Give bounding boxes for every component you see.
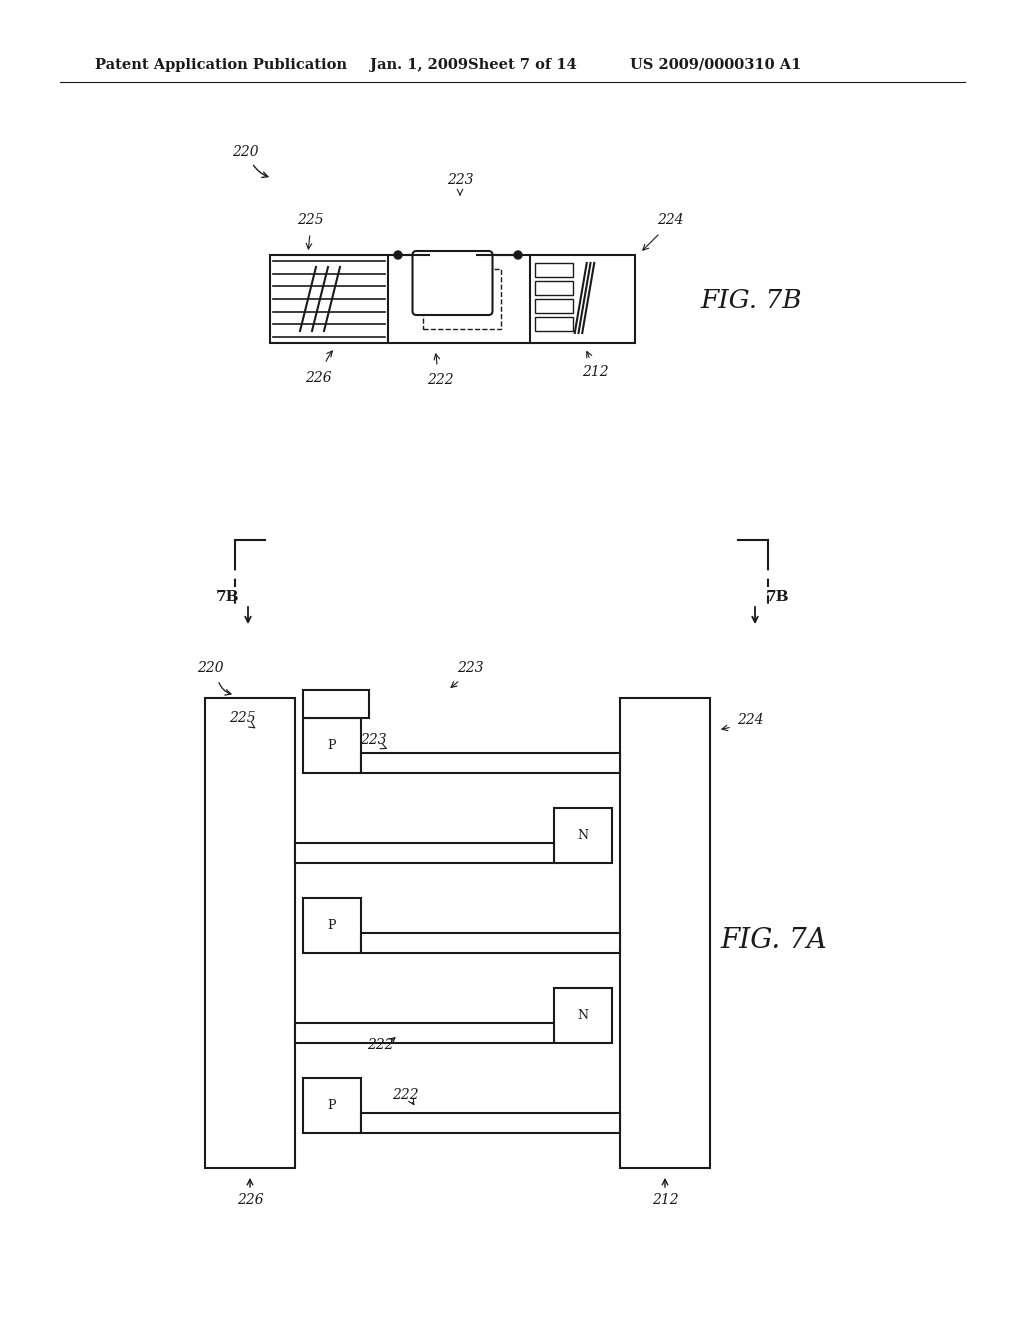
Text: P: P bbox=[328, 919, 336, 932]
Text: Sheet 7 of 14: Sheet 7 of 14 bbox=[468, 58, 577, 73]
Bar bbox=[554, 987, 612, 1043]
Bar bbox=[361, 933, 620, 953]
Text: N: N bbox=[578, 1008, 589, 1022]
Text: 7B: 7B bbox=[216, 590, 240, 605]
Bar bbox=[295, 1023, 554, 1043]
Bar bbox=[535, 300, 573, 313]
Text: P: P bbox=[328, 1100, 336, 1111]
Bar bbox=[361, 1113, 620, 1133]
FancyBboxPatch shape bbox=[413, 251, 493, 315]
Text: 226: 226 bbox=[237, 1193, 263, 1206]
Bar bbox=[303, 1078, 361, 1133]
Bar bbox=[270, 255, 635, 343]
Text: 222: 222 bbox=[367, 1038, 393, 1052]
Text: 223: 223 bbox=[457, 661, 483, 675]
Bar bbox=[423, 269, 501, 329]
Text: FIG. 7B: FIG. 7B bbox=[700, 288, 802, 313]
Text: 220: 220 bbox=[231, 145, 258, 158]
Bar bbox=[303, 690, 369, 718]
Bar bbox=[620, 698, 710, 1168]
Bar bbox=[535, 263, 573, 277]
Text: 224: 224 bbox=[656, 213, 683, 227]
Text: 223: 223 bbox=[359, 733, 386, 747]
Text: FIG. 7A: FIG. 7A bbox=[720, 927, 826, 953]
Bar bbox=[303, 898, 361, 953]
Text: 226: 226 bbox=[305, 371, 332, 385]
Bar bbox=[295, 843, 554, 863]
Text: 222: 222 bbox=[392, 1088, 419, 1102]
Text: 212: 212 bbox=[582, 366, 608, 379]
Text: 7B: 7B bbox=[766, 590, 790, 605]
Text: 222: 222 bbox=[427, 374, 454, 387]
Text: Jan. 1, 2009: Jan. 1, 2009 bbox=[370, 58, 468, 73]
Bar bbox=[535, 281, 573, 294]
Text: P: P bbox=[328, 739, 336, 752]
Bar bbox=[554, 808, 612, 863]
Text: 220: 220 bbox=[197, 661, 223, 675]
Text: 212: 212 bbox=[651, 1193, 678, 1206]
Text: Patent Application Publication: Patent Application Publication bbox=[95, 58, 347, 73]
Bar bbox=[303, 718, 361, 774]
Text: 224: 224 bbox=[736, 713, 763, 727]
Text: US 2009/0000310 A1: US 2009/0000310 A1 bbox=[630, 58, 802, 73]
Text: 225: 225 bbox=[228, 711, 255, 725]
Bar bbox=[361, 752, 620, 774]
Bar bbox=[205, 698, 295, 1168]
Text: 225: 225 bbox=[297, 213, 324, 227]
Circle shape bbox=[514, 251, 522, 259]
Circle shape bbox=[394, 251, 402, 259]
Bar bbox=[535, 317, 573, 331]
Text: N: N bbox=[578, 829, 589, 842]
Text: 223: 223 bbox=[446, 173, 473, 187]
